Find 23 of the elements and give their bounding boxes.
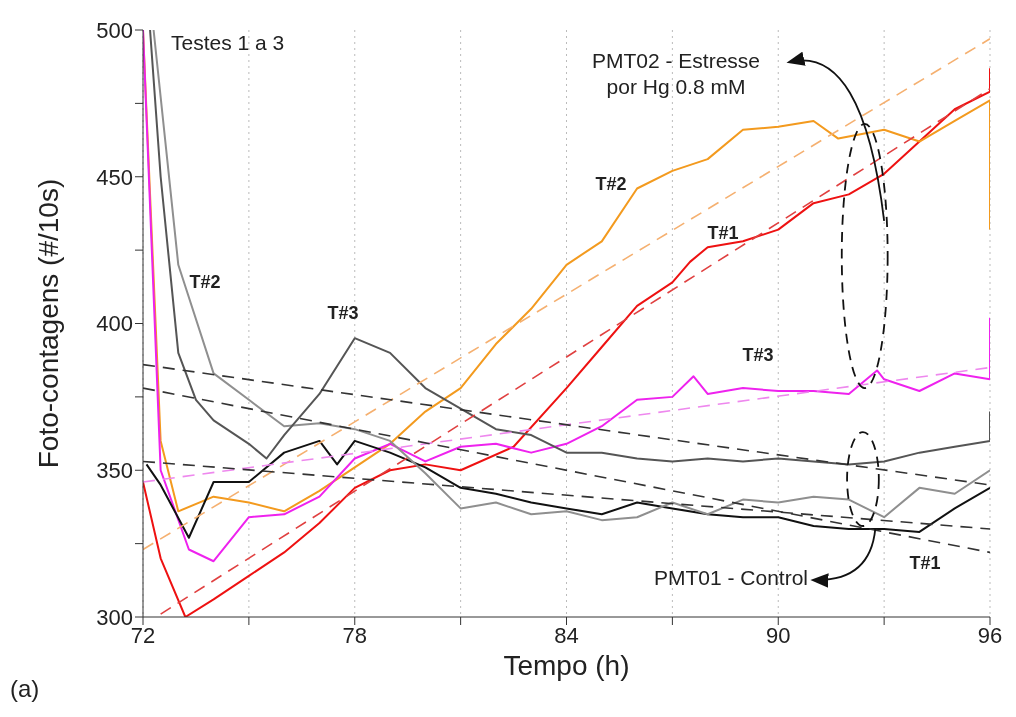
x-tick-label: 96 bbox=[977, 622, 1003, 648]
y-axis-title: Foto-contagens (#/10s) bbox=[32, 178, 64, 469]
annotation: T#3 bbox=[742, 345, 774, 365]
annotation: PMT01 - Control bbox=[653, 566, 808, 589]
y-tick-label: 500 bbox=[96, 17, 133, 43]
y-tick-label: 350 bbox=[96, 458, 133, 484]
x-tick-label: 90 bbox=[766, 622, 791, 648]
annotation: T#1 bbox=[909, 553, 941, 573]
x-tick-label: 78 bbox=[342, 622, 367, 648]
x-axis-title: Tempo (h) bbox=[503, 650, 630, 681]
line-series bbox=[145, 439, 990, 539]
annotation: T#3 bbox=[327, 303, 359, 323]
x-tick-label: 84 bbox=[554, 622, 579, 648]
y-tick-label: 300 bbox=[96, 604, 133, 630]
annotation: T#1 bbox=[707, 223, 739, 243]
annotation: T#2 bbox=[189, 272, 221, 292]
y-tick-label: 450 bbox=[96, 164, 133, 190]
y-tick-label: 400 bbox=[96, 311, 133, 337]
annotation: T#2 bbox=[595, 174, 627, 194]
annotation: PMT02 - Estresse por Hg 0.8 mM bbox=[591, 49, 761, 99]
text: (a) bbox=[10, 675, 40, 702]
x-tick-label: 72 bbox=[130, 622, 156, 648]
annotation: Testes 1 a 3 bbox=[171, 31, 285, 54]
